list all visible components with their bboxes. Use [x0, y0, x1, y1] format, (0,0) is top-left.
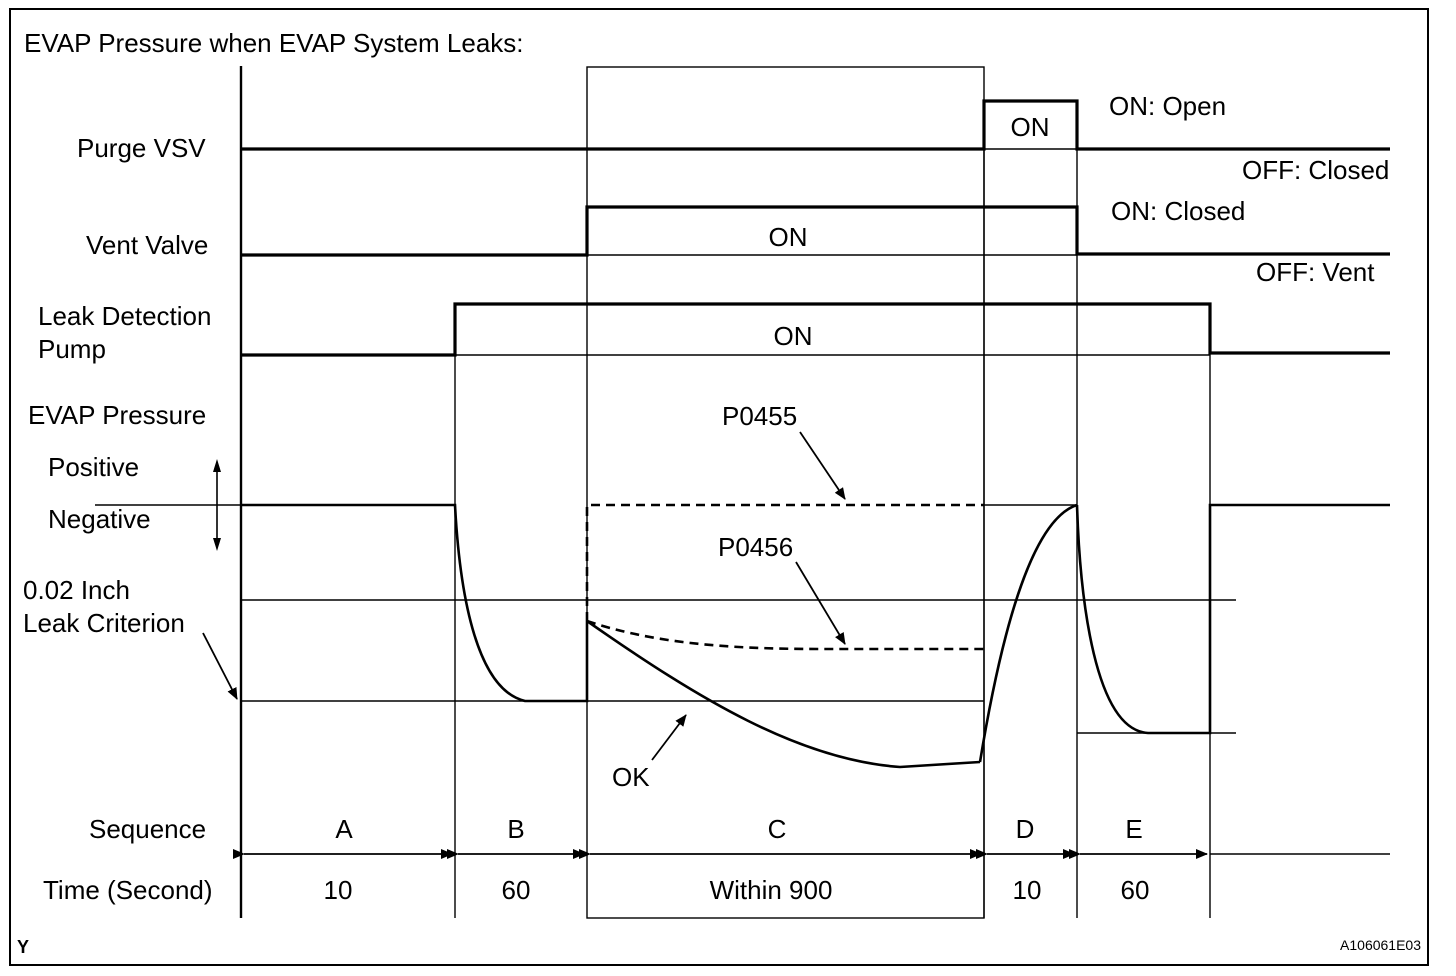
time-label: Time (Second) — [43, 875, 213, 905]
pressure-arrow-down-head — [213, 538, 221, 551]
vent-valve-on-label: ON — [769, 222, 808, 252]
ok-label: OK — [612, 762, 650, 792]
criterion-label-line2: Leak Criterion — [23, 608, 185, 638]
evap-pressure-curve-e — [1075, 503, 1390, 735]
criterion-label-line1: 0.02 Inch — [23, 575, 130, 605]
purge-vsv-signal — [241, 99, 1390, 151]
seq-c-time: Within 900 — [710, 875, 833, 905]
footer-left-mark: Y — [17, 937, 29, 957]
seq-c-name: C — [768, 814, 787, 844]
seq-d-name: D — [1016, 814, 1035, 844]
leak-pump-label-line1: Leak Detection — [38, 301, 211, 331]
seq-b-name: B — [507, 814, 524, 844]
leak-pump-signal — [241, 302, 1390, 357]
positive-label: Positive — [48, 452, 139, 482]
diagram-frame — [9, 8, 1429, 966]
pressure-arrow-up-head — [213, 459, 221, 472]
seq-d-time: 10 — [1013, 875, 1042, 905]
purge-vsv-off-desc: OFF: Closed — [1242, 155, 1389, 185]
seq-a-name: A — [335, 814, 353, 844]
evap-pressure-curve-ab — [241, 503, 589, 703]
vent-valve-label: Vent Valve — [86, 230, 208, 260]
vent-valve-on-desc: ON: Closed — [1111, 196, 1245, 226]
figure-id: A106061E03 — [1340, 937, 1421, 953]
vent-valve-signal — [241, 205, 1390, 257]
purge-vsv-label: Purge VSV — [77, 133, 206, 163]
evap-pressure-curve-d — [978, 503, 1078, 763]
seq-a-time: 10 — [324, 875, 353, 905]
seq-e-time: 60 — [1121, 875, 1150, 905]
evap-pressure-label: EVAP Pressure — [28, 400, 206, 430]
criterion-pointer-arrow — [202, 632, 238, 700]
seq-e-name: E — [1125, 814, 1142, 844]
diagram-title: EVAP Pressure when EVAP System Leaks: — [24, 28, 524, 58]
p0456-arrow — [795, 561, 846, 645]
p0456-curve — [586, 619, 984, 651]
seq-b-time: 60 — [502, 875, 531, 905]
purge-vsv-on-desc: ON: Open — [1109, 91, 1226, 121]
p0455-curve — [585, 503, 984, 621]
p0455-label: P0455 — [722, 401, 797, 431]
negative-label: Negative — [48, 504, 151, 534]
p0456-label: P0456 — [718, 532, 793, 562]
evap-pressure-curve-ok — [586, 619, 981, 769]
p0455-arrow — [799, 431, 846, 500]
vent-valve-off-desc: OFF: Vent — [1256, 257, 1375, 287]
purge-vsv-on-label: ON — [1011, 112, 1050, 142]
leak-pump-label-line2: Pump — [38, 334, 106, 364]
leak-pump-on-label: ON — [774, 321, 813, 351]
ok-arrow — [651, 714, 687, 761]
sequence-label: Sequence — [89, 814, 206, 844]
